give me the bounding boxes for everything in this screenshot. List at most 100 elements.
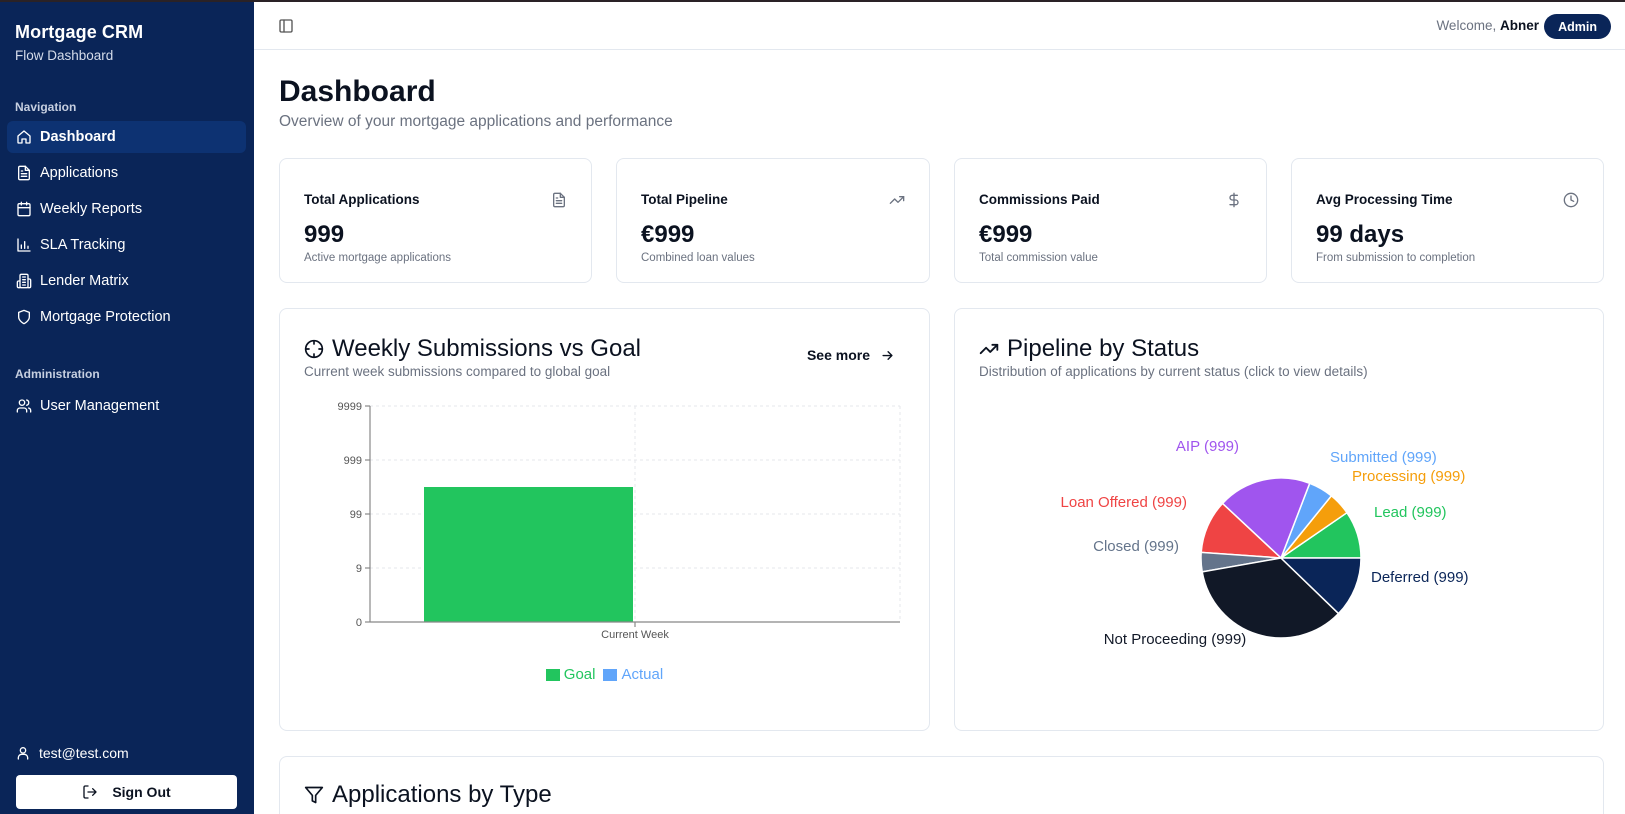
sidebar-item-label: User Management [40, 398, 160, 414]
card-title: Pipeline by Status [979, 335, 1199, 363]
pie-slice-aip[interactable] [1221, 477, 1311, 560]
window-top-border [0, 0, 1625, 2]
dollar-icon [1229, 192, 1239, 208]
card-subtitle: Current week submissions compared to glo… [304, 364, 611, 379]
stat-desc: Total commission value [979, 252, 1098, 264]
sidebar-item-label: Mortgage Protection [40, 309, 171, 325]
user-icon [17, 747, 29, 760]
stat-title: Total Pipeline [641, 192, 728, 207]
see-more-label: See more [806, 347, 870, 363]
stat-desc: Combined loan values [641, 252, 755, 264]
pie-label-closed[interactable]: Closed (999) [1093, 538, 1179, 555]
user-email: test@test.com [39, 745, 129, 761]
sidebar-item-mortgage-protection[interactable]: Mortgage Protection [7, 301, 246, 333]
sidebar-toggle-button[interactable] [276, 16, 296, 36]
card-subtitle: Distribution of applications by current … [979, 364, 1368, 379]
log-out-icon [83, 785, 97, 799]
pipeline-pie-chart[interactable]: AIP (999) Submitted (999) Processing (99… [955, 309, 1605, 732]
trending-up-icon [889, 196, 905, 204]
pie-label-loan-offered[interactable]: Loan Offered (999) [1061, 494, 1187, 511]
panel-left-icon [279, 19, 293, 33]
home-icon [17, 130, 31, 144]
arrow-right-icon [882, 350, 893, 360]
see-more-button[interactable]: See more [807, 347, 895, 363]
stat-title: Commissions Paid [979, 192, 1100, 207]
sidebar-item-applications[interactable]: Applications [7, 157, 246, 189]
pipeline-status-card: Pipeline by Status Distribution of appli… [954, 308, 1604, 731]
stat-card-total-applications: Total Applications 999 Active mortgage a… [279, 158, 592, 283]
stat-desc: From submission to completion [1316, 252, 1476, 264]
stat-value: 99 days [1316, 221, 1405, 248]
y-tick: 9999 [338, 401, 362, 413]
card-title-text: Pipeline by Status [1007, 335, 1200, 362]
admin-group-label: Administration [15, 367, 100, 381]
weekly-submissions-card: Weekly Submissions vs Goal Current week … [279, 308, 930, 731]
weekly-bar-chart: 9999 999 99 9 0 Current Week [338, 401, 901, 641]
pie-label-lead[interactable]: Lead (999) [1374, 504, 1447, 521]
y-tick: 999 [344, 455, 362, 467]
filter-icon [304, 786, 324, 804]
legend-label: Actual [621, 666, 664, 683]
pie-label-submitted[interactable]: Submitted (999) [1330, 449, 1437, 466]
legend-label: Goal [563, 666, 596, 683]
app-title: Mortgage CRM [15, 22, 144, 42]
crosshair-icon [304, 339, 324, 359]
legend-swatch [603, 668, 618, 681]
user-name: Abner [1499, 18, 1539, 33]
bar-chart-icon [17, 238, 31, 252]
sidebar-item-weekly-reports[interactable]: Weekly Reports [7, 193, 246, 225]
y-tick: 9 [356, 563, 362, 575]
card-title-text: Applications by Type [332, 781, 552, 808]
page-title: Dashboard [279, 75, 436, 108]
sidebar-item-dashboard[interactable]: Dashboard [7, 121, 246, 153]
chart-legend: Goal Actual [280, 666, 929, 683]
legend-item-actual[interactable]: Actual [603, 666, 663, 683]
stat-card-avg-processing-time: Avg Processing Time 99 days From submiss… [1291, 158, 1604, 283]
page-subtitle: Overview of your mortgage applications a… [279, 113, 673, 130]
calendar-icon [17, 201, 31, 217]
y-tick: 0 [356, 617, 362, 629]
pie-slices [1200, 477, 1362, 639]
grid [370, 405, 901, 622]
file-text-icon [553, 192, 565, 208]
legend-item-goal[interactable]: Goal [545, 666, 596, 683]
current-user: test@test.com [15, 745, 129, 761]
legend-swatch [545, 668, 560, 681]
sidebar-item-label: SLA Tracking [40, 237, 126, 253]
sidebar-item-sla-tracking[interactable]: SLA Tracking [7, 229, 246, 261]
stat-value: 999 [304, 221, 345, 248]
pie-label-aip[interactable]: AIP (999) [1176, 438, 1239, 455]
pie-label-deferred[interactable]: Deferred (999) [1371, 569, 1469, 586]
card-title-text: Weekly Submissions vs Goal [332, 335, 641, 362]
stat-desc: Active mortgage applications [304, 252, 452, 264]
sidebar-item-lender-matrix[interactable]: Lender Matrix [7, 265, 246, 297]
stat-value: €999 [979, 221, 1033, 248]
file-text-icon [18, 165, 30, 181]
sidebar-item-user-management[interactable]: User Management [7, 390, 246, 422]
stat-title: Total Applications [304, 192, 420, 207]
sidebar-item-label: Dashboard [40, 129, 116, 145]
shield-icon [18, 309, 30, 325]
role-badge: Admin [1544, 14, 1611, 39]
pie-slice-deferred[interactable] [1279, 557, 1362, 615]
sign-out-label: Sign Out [112, 784, 171, 800]
sidebar: Mortgage CRM Flow Dashboard Navigation D… [0, 0, 254, 814]
sign-out-button[interactable]: Sign Out [16, 775, 237, 809]
sidebar-item-label: Applications [40, 165, 119, 181]
sidebar-item-label: Lender Matrix [40, 273, 129, 289]
building-icon [16, 273, 32, 289]
pie-label-processing[interactable]: Processing (999) [1352, 468, 1465, 485]
pie-slice-not-proceeding[interactable] [1201, 557, 1340, 639]
card-title: Weekly Submissions vs Goal [304, 335, 641, 363]
x-tick: Current Week [601, 629, 669, 641]
users-icon [16, 399, 32, 413]
stat-value: €999 [641, 221, 695, 248]
welcome-text: Welcome, Abner [1436, 18, 1539, 33]
card-title: Applications by Type [304, 781, 552, 809]
pie-label-not-proceeding[interactable]: Not Proceeding (999) [1104, 631, 1247, 648]
stat-title: Avg Processing Time [1316, 192, 1453, 207]
sidebar-item-label: Weekly Reports [40, 201, 143, 217]
nav-group-label: Navigation [15, 100, 77, 114]
clock-icon [1563, 192, 1579, 208]
trending-up-icon [979, 343, 999, 355]
